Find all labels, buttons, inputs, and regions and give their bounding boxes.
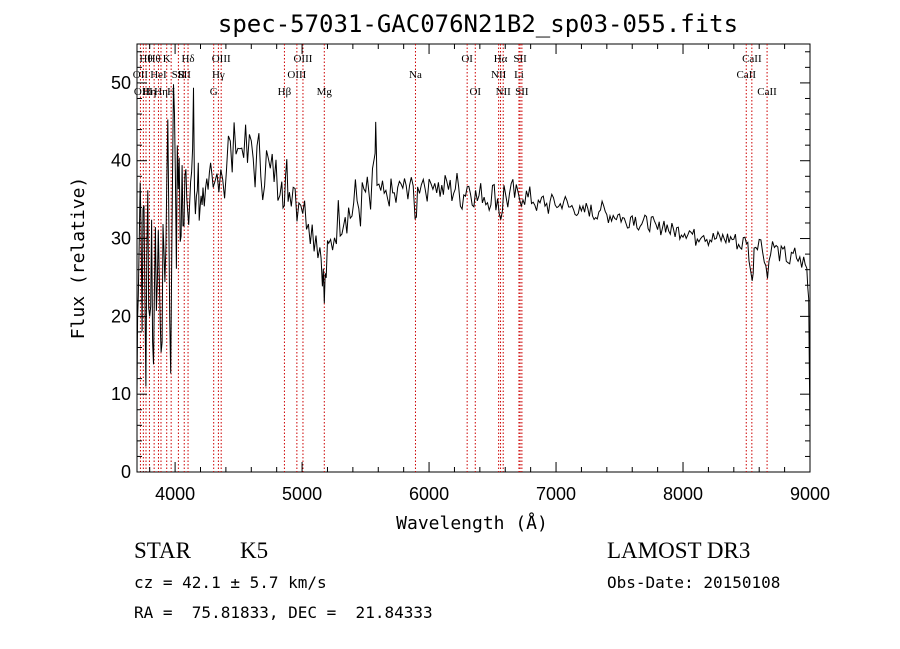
line-marker-label: Hγ [212, 69, 225, 81]
y-tick-label: 20 [111, 306, 131, 326]
flux-series-line [136, 84, 811, 434]
y-tick-label: 10 [111, 384, 131, 404]
line-marker-label: Na [409, 69, 422, 81]
redshift-velocity: cz = 42.1 ± 5.7 km/s [134, 573, 327, 592]
chart-title: spec-57031-GAC076N21B2_sp03-055.fits [218, 10, 738, 38]
line-marker-label: OIII [287, 69, 306, 81]
line-marker-label: Li [514, 69, 524, 81]
y-tick-label: 50 [111, 73, 131, 93]
line-marker-label: Hη [154, 86, 168, 98]
x-tick-label: 9000 [790, 484, 830, 504]
x-tick-label: 7000 [536, 484, 576, 504]
line-marker-label: CaII [742, 53, 762, 65]
y-axis-label: Flux (relative) [68, 177, 89, 340]
line-marker-label: SII [172, 69, 186, 81]
line-marker-label: OI [469, 86, 481, 98]
observation-date: Obs-Date: 20150108 [607, 573, 781, 592]
x-tick-label: 5000 [282, 484, 322, 504]
line-marker-label: NII [491, 69, 507, 81]
x-tick-label: 8000 [663, 484, 703, 504]
line-marker-label: K [163, 53, 171, 65]
line-marker-label: Hδ [181, 53, 194, 65]
line-markers [139, 44, 768, 472]
line-marker-label: OIII [212, 53, 231, 65]
line-marker-label: G [210, 86, 218, 98]
survey-name: LAMOST DR3 [607, 538, 751, 563]
line-marker-label: OIII [293, 53, 312, 65]
line-marker-label: SII [513, 53, 527, 65]
line-marker-label: Mg [317, 86, 333, 98]
line-marker-label: Hβ [278, 86, 292, 98]
line-marker-label: Hη [143, 86, 157, 98]
line-marker-label: Hα [494, 53, 508, 65]
line-marker-label: H [167, 86, 175, 98]
object-subclass: K5 [240, 538, 269, 563]
plot-frame [136, 43, 811, 473]
line-marker-label: CaII [736, 69, 756, 81]
line-marker-label: NII [496, 86, 512, 98]
line-marker-label: OII [133, 69, 149, 81]
x-tick-label: 4000 [155, 484, 195, 504]
line-marker-label: Hθ [139, 53, 152, 65]
line-marker-label: SII [178, 69, 192, 81]
object-class: STAR [134, 538, 191, 563]
line-marker-label: HeI [150, 69, 167, 81]
line-marker-label: OIII [134, 86, 153, 98]
x-axis: 4000 5000 6000 7000 8000 9000 [149, 44, 830, 504]
line-marker-label: SII [515, 86, 529, 98]
line-marker-labels: OIIOIIIHθHηHθHeIHηKHSIISIIHδGHγOIIIHβOII… [133, 53, 777, 98]
x-axis-label: Wavelength (Å) [396, 512, 548, 534]
y-tick-label: 0 [121, 462, 131, 482]
y-tick-label: 40 [111, 151, 131, 171]
line-marker-label: CaII [757, 86, 777, 98]
coordinates: RA = 75.81833, DEC = 21.84333 [134, 603, 433, 622]
y-tick-label: 30 [111, 229, 131, 249]
x-tick-label: 6000 [409, 484, 449, 504]
line-marker-label: OI [461, 53, 473, 65]
y-axis: 0 10 20 30 40 50 [111, 51, 810, 482]
line-marker-label: Hθ [148, 53, 161, 65]
